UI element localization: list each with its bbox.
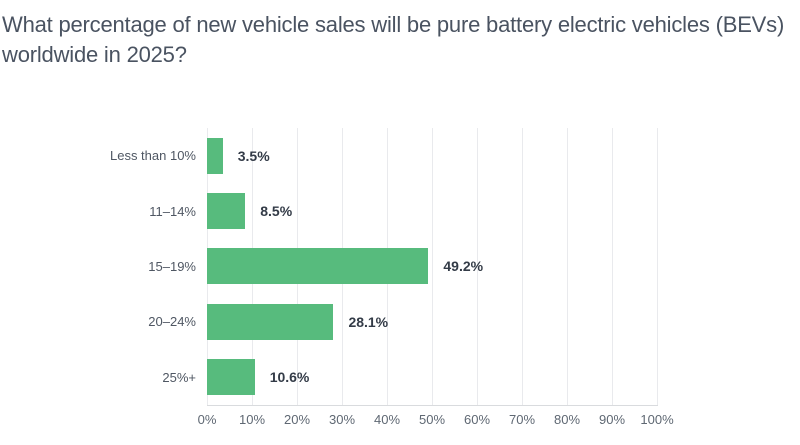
value-label: 8.5% bbox=[260, 203, 293, 220]
category-label: 25%+ bbox=[162, 369, 196, 385]
category-axis: Less than 10% 11–14% 15–19% 20–24% 25%+ bbox=[0, 128, 196, 405]
bar-row: 49.2% bbox=[207, 239, 658, 294]
category-label: 15–19% bbox=[148, 258, 196, 274]
value-label: 28.1% bbox=[348, 313, 389, 330]
x-axis: 0% 10% 20% 30% 40% 50% 60% 70% 80% 90% 100% bbox=[198, 412, 674, 430]
bar bbox=[207, 248, 429, 285]
bar bbox=[207, 193, 246, 230]
value-label: 3.5% bbox=[237, 147, 270, 164]
bar-row: 3.5% bbox=[207, 128, 658, 183]
x-tick-label: 50% bbox=[418, 412, 446, 427]
value-label: 10.6% bbox=[269, 369, 310, 386]
x-tick-label: 100% bbox=[640, 412, 674, 427]
x-tick-label: 40% bbox=[373, 412, 401, 427]
page-title: What percentage of new vehicle sales wil… bbox=[2, 12, 785, 67]
bar bbox=[207, 137, 223, 174]
bar-row: 28.1% bbox=[207, 294, 658, 349]
category-label: 20–24% bbox=[148, 314, 196, 330]
bar-row: 10.6% bbox=[207, 350, 658, 405]
x-tick-label: 80% bbox=[553, 412, 581, 427]
x-tick-label: 10% bbox=[238, 412, 266, 427]
category-label: Less than 10% bbox=[109, 148, 196, 164]
x-tick-label: 0% bbox=[197, 412, 217, 427]
bar-row: 8.5% bbox=[207, 183, 658, 238]
plot-area: 3.5% 8.5% 49.2% 28.1% 10.6% bbox=[207, 128, 658, 406]
x-tick-label: 20% bbox=[283, 412, 311, 427]
value-label: 49.2% bbox=[443, 258, 484, 275]
category-label: 11–14% bbox=[149, 203, 196, 219]
x-tick-label: 70% bbox=[508, 412, 536, 427]
x-tick-label: 90% bbox=[598, 412, 626, 427]
bar bbox=[207, 359, 255, 396]
bar bbox=[207, 303, 334, 340]
x-tick-label: 60% bbox=[463, 412, 491, 427]
x-tick-label: 30% bbox=[328, 412, 356, 427]
